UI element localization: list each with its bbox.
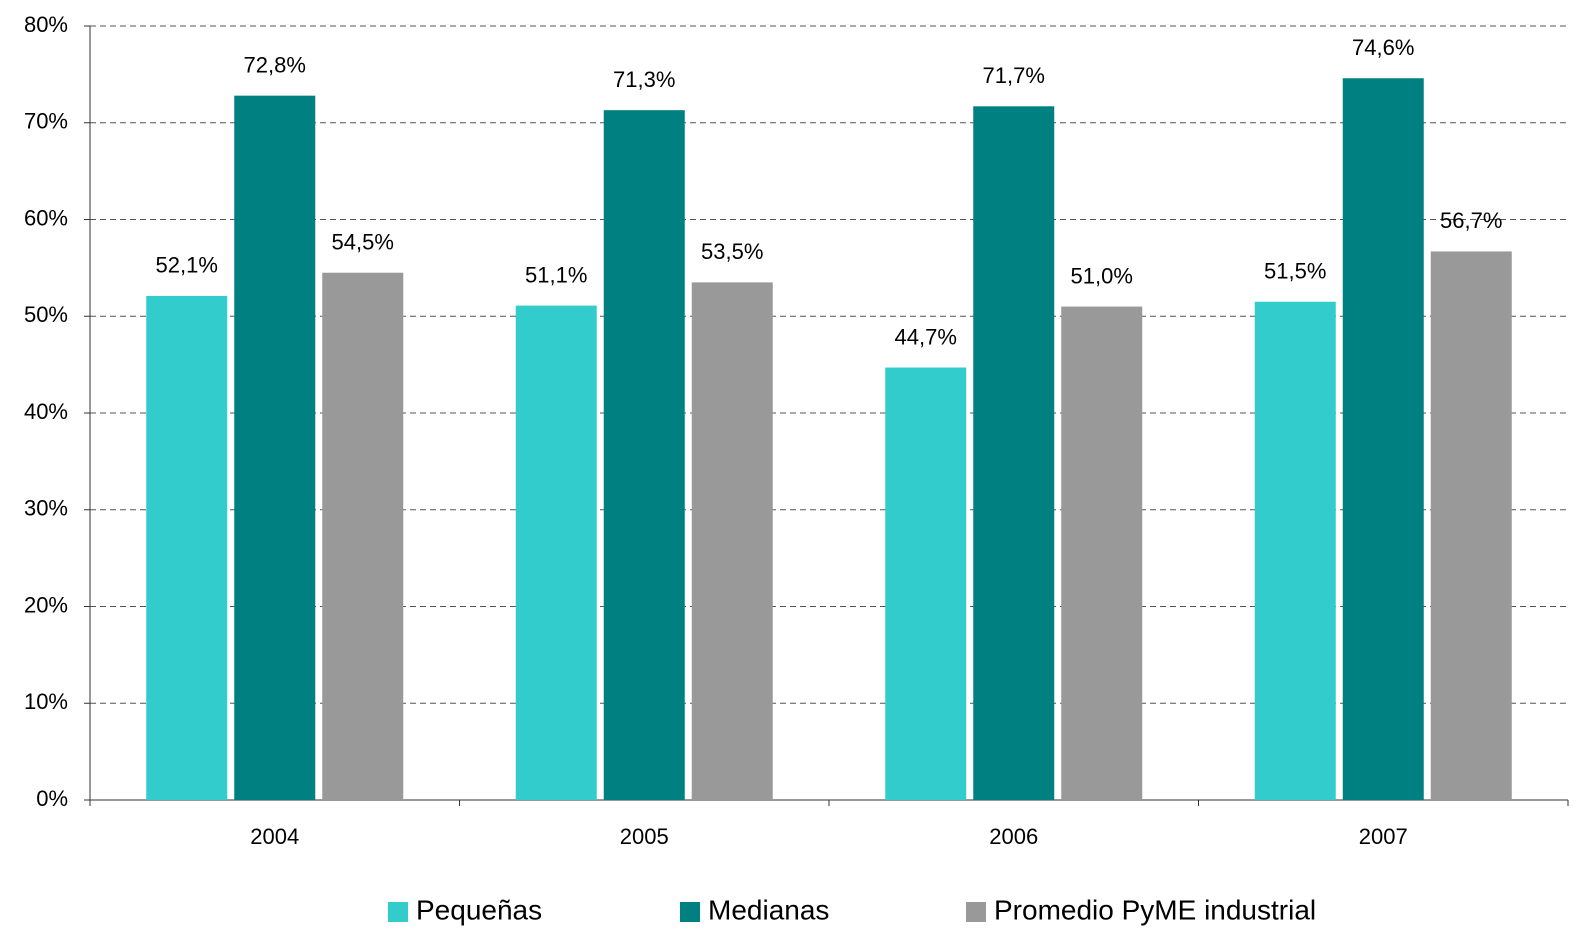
- legend-label: Promedio PyME industrial: [994, 894, 1316, 925]
- y-tick-label: 10%: [24, 689, 68, 714]
- data-label: 51,0%: [1071, 263, 1133, 288]
- data-label: 51,1%: [525, 262, 587, 287]
- data-label: 51,5%: [1264, 259, 1326, 284]
- data-label: 71,3%: [613, 67, 675, 92]
- legend-swatch: [966, 902, 986, 922]
- data-label: 56,7%: [1440, 208, 1502, 233]
- bar: [885, 367, 967, 800]
- bar: [973, 106, 1055, 801]
- y-tick-label: 60%: [24, 205, 68, 230]
- legend-swatch: [680, 902, 700, 922]
- bar: [603, 110, 685, 801]
- y-tick-label: 40%: [24, 399, 68, 424]
- x-tick-label: 2004: [250, 824, 299, 849]
- bar: [1254, 301, 1336, 800]
- data-label: 54,5%: [332, 230, 394, 255]
- y-tick-label: 50%: [24, 302, 68, 327]
- data-label: 53,5%: [701, 239, 763, 264]
- y-tick-label: 70%: [24, 109, 68, 134]
- x-tick-label: 2005: [620, 824, 669, 849]
- legend-label: Pequeñas: [416, 894, 542, 925]
- data-label: 74,6%: [1352, 35, 1414, 60]
- legend-label: Medianas: [708, 894, 829, 925]
- data-label: 72,8%: [244, 52, 306, 77]
- bar: [234, 95, 316, 800]
- y-tick-label: 80%: [24, 12, 68, 37]
- x-tick-label: 2006: [989, 824, 1038, 849]
- bar: [1061, 306, 1143, 800]
- x-tick-label: 2007: [1359, 824, 1408, 849]
- data-label: 71,7%: [983, 63, 1045, 88]
- bar: [322, 272, 404, 800]
- bar: [515, 305, 597, 800]
- data-label: 52,1%: [156, 253, 218, 278]
- bar: [1342, 78, 1424, 801]
- y-tick-label: 30%: [24, 496, 68, 521]
- y-tick-label: 0%: [36, 786, 68, 811]
- legend-swatch: [388, 902, 408, 922]
- data-label: 44,7%: [895, 324, 957, 349]
- y-tick-label: 20%: [24, 592, 68, 617]
- bar: [146, 295, 228, 800]
- bar: [1430, 251, 1512, 801]
- bar: [691, 282, 773, 800]
